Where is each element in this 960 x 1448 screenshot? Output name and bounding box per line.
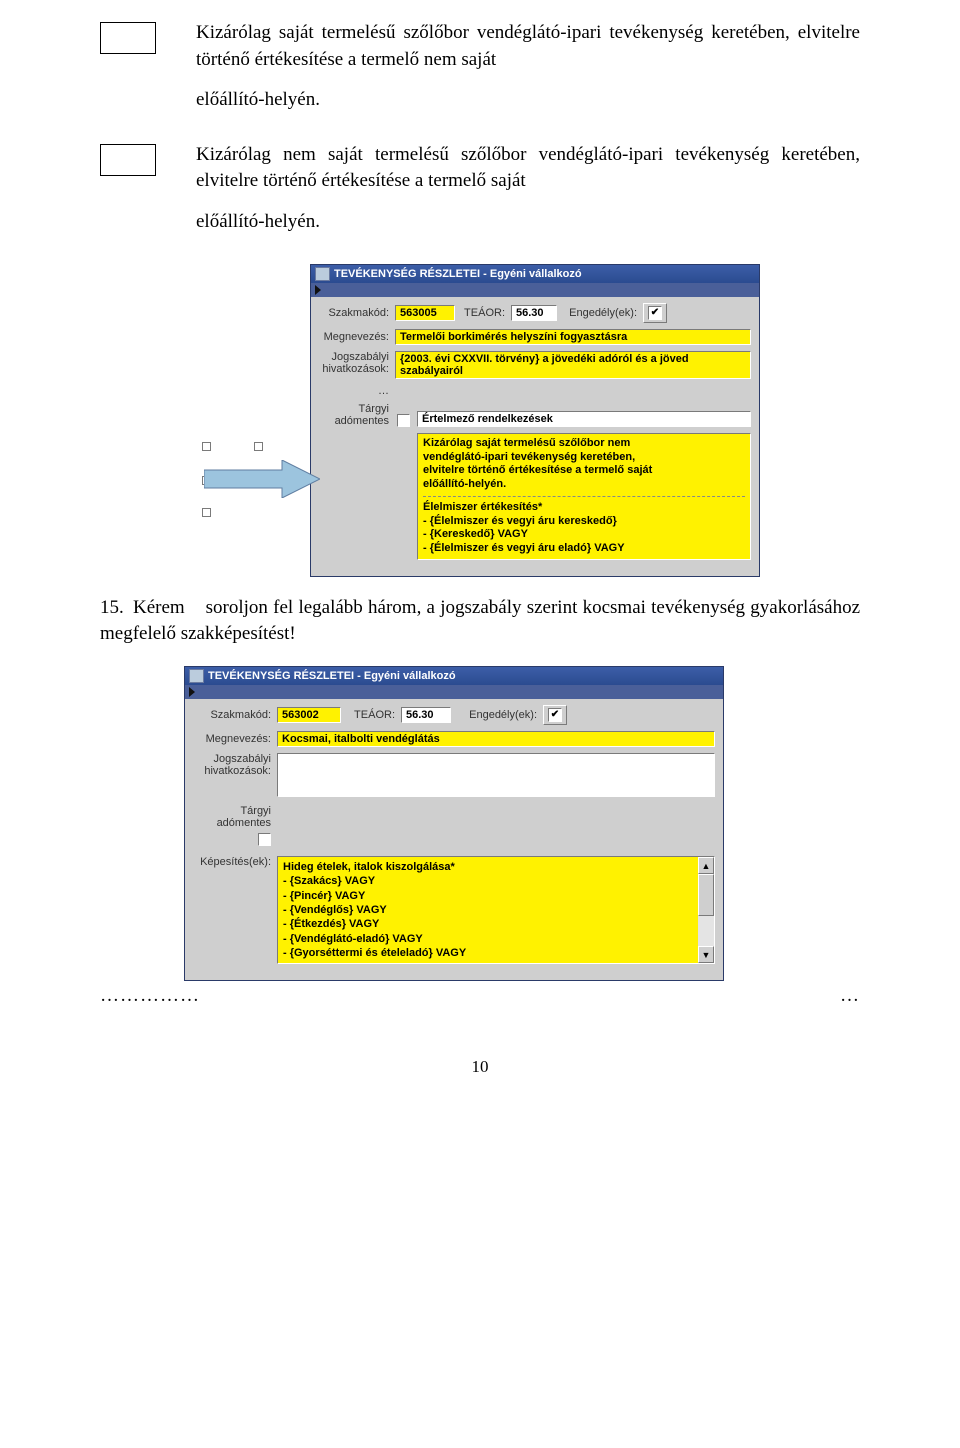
checkbox-engedely-2-mark: ✔ — [548, 708, 562, 722]
label-targyi-1: Tárgyi adómentes — [319, 403, 389, 427]
ex-line-1: Élelmiszer értékesítés* — [423, 501, 745, 515]
arrow-icon — [204, 460, 320, 498]
titlebar-icon — [315, 267, 330, 281]
screenshot-2-window: TEVÉKENYSÉG RÉSZLETEI - Egyéni vállalkoz… — [184, 666, 724, 981]
option-2-line2: előállító-helyén. — [196, 209, 860, 236]
list-item: - {Pincér} VAGY — [283, 889, 693, 903]
nav-arrow-icon — [315, 285, 321, 295]
label-targyi-2: Tárgyi adómentes — [193, 805, 271, 829]
hl-line-3: elvitelre történő értékesítése a termelő… — [423, 464, 745, 478]
titlebar-1-text: TEVÉKENYSÉG RÉSZLETEI - Egyéni vállalkoz… — [334, 268, 582, 280]
label-engedelyek-1: Engedély(ek): — [563, 307, 637, 319]
scroll-down-button[interactable]: ▼ — [698, 946, 714, 963]
hl-line-4: előállító-helyén. — [423, 478, 745, 492]
navstrip-2[interactable] — [185, 685, 723, 699]
field-jogszabaly-2[interactable] — [277, 753, 715, 797]
label-teaor-1: TEÁOR: — [461, 307, 505, 319]
label-kepesitesek: Képesítés(ek): — [193, 856, 271, 868]
label-dots-1: … — [319, 385, 389, 397]
dotted-line: …………… … — [100, 985, 860, 1007]
listbox-kepesitesek[interactable]: Hideg ételek, italok kiszolgálása* - {Sz… — [277, 856, 715, 964]
hl-line-1: Kizárólag saját termelésű szőlőbor nem — [423, 437, 745, 451]
checkbox-engedely-2[interactable]: ✔ — [543, 705, 567, 725]
option-1-line1: Kizárólag saját termelésű szőlőbor vendé… — [196, 20, 860, 73]
ex-line-3: - {Kereskedő} VAGY — [423, 528, 745, 542]
dots-right: … — [840, 985, 860, 1007]
field-szakmakod-2[interactable]: 563002 — [277, 707, 341, 723]
listbox-content: Hideg ételek, italok kiszolgálása* - {Sz… — [277, 856, 698, 964]
page: Kizárólag saját termelésű szőlőbor vendé… — [0, 0, 960, 1448]
list-item: - {Gyorséttermi és ételeladó} VAGY — [283, 946, 693, 960]
page-number: 10 — [100, 1057, 860, 1077]
list-item: - {Étkezdés} VAGY — [283, 917, 693, 931]
option-row-1: Kizárólag saját termelésű szőlőbor vendé… — [100, 20, 860, 128]
list-item: - {Szakács} VAGY — [283, 874, 693, 888]
titlebar-2: TEVÉKENYSÉG RÉSZLETEI - Egyéni vállalkoz… — [185, 667, 723, 685]
scrollbar[interactable]: ▲ ▼ — [698, 856, 715, 964]
question-number: 15. — [100, 597, 124, 618]
option-text-2: Kizárólag nem saját termelésű szőlőbor v… — [196, 142, 860, 250]
titlebar-2-text: TEVÉKENYSÉG RÉSZLETEI - Egyéni vállalkoz… — [208, 670, 456, 682]
arrow-annotation — [200, 264, 310, 577]
label-megnevezes-1: Megnevezés: — [319, 331, 389, 343]
checkbox-engedely-1-mark: ✔ — [648, 306, 662, 320]
question-rest: soroljon fel legalább három, a jogszabál… — [100, 597, 860, 645]
field-megnevezes-1[interactable]: Termelői borkimérés helyszíni fogyasztás… — [395, 329, 751, 345]
nav-arrow-icon-2 — [189, 687, 195, 697]
option-row-2: Kizárólag nem saját termelésű szőlőbor v… — [100, 142, 860, 250]
scroll-thumb[interactable] — [698, 874, 714, 916]
ex-line-4: - {Élelmiszer és vegyi áru eladó} VAGY — [423, 542, 745, 556]
field-jogszabaly-1[interactable]: {2003. évi CXXVII. törvény} a jövedéki a… — [395, 351, 751, 379]
label-engedelyek-2: Engedély(ek): — [457, 709, 537, 721]
titlebar-icon-2 — [189, 669, 204, 683]
scroll-track[interactable] — [698, 874, 714, 946]
hl-line-2: vendéglátó-ipari tevékenység keretében, — [423, 451, 745, 465]
label-szakmakod-1: Szakmakód: — [319, 307, 389, 319]
label-jogszabalyi-1: Jogszabályi hivatkozások: — [319, 351, 389, 375]
form-area-1: Szakmakód: 563005 TEÁOR: 56.30 Engedély(… — [311, 297, 759, 576]
list-item: - {Vendéglátó-eladó} VAGY — [283, 932, 693, 946]
field-szakmakod-1[interactable]: 563005 — [395, 305, 455, 321]
ex-line-2: - {Élelmiszer és vegyi áru kereskedő} — [423, 515, 745, 529]
field-ertelmezo-1: Értelmező rendelkezések — [417, 411, 751, 427]
label-teaor-2: TEÁOR: — [347, 709, 395, 721]
question-lead: Kérem — [133, 597, 185, 618]
checkbox-adomentes-2[interactable] — [258, 833, 271, 846]
label-jogszabalyi-2: Jogszabályi hivatkozások: — [193, 753, 271, 777]
dots-left: …………… — [100, 985, 200, 1007]
field-teaor-1[interactable]: 56.30 — [511, 305, 557, 321]
titlebar-1: TEVÉKENYSÉG RÉSZLETEI - Egyéni vállalkoz… — [311, 265, 759, 283]
navstrip-1[interactable] — [311, 283, 759, 297]
highlighted-textarea-1: Kizárólag saját termelésű szőlőbor nem v… — [417, 433, 751, 560]
screenshot-1-window: TEVÉKENYSÉG RÉSZLETEI - Egyéni vállalkoz… — [310, 264, 760, 577]
scroll-up-button[interactable]: ▲ — [698, 857, 714, 874]
list-item: - {Vendéglős} VAGY — [283, 903, 693, 917]
screenshot-2-container: TEVÉKENYSÉG RÉSZLETEI - Egyéni vállalkoz… — [184, 666, 724, 981]
option-checkbox-2[interactable] — [100, 144, 156, 176]
option-text-1: Kizárólag saját termelésű szőlőbor vendé… — [196, 20, 860, 128]
field-teaor-2[interactable]: 56.30 — [401, 707, 451, 723]
label-megnevezes-2: Megnevezés: — [193, 733, 271, 745]
question-15: 15. Kérem soroljon fel legalább három, a… — [100, 595, 860, 648]
screenshot-1-container: TEVÉKENYSÉG RÉSZLETEI - Egyéni vállalkoz… — [200, 264, 760, 577]
option-2-line1: Kizárólag nem saját termelésű szőlőbor v… — [196, 142, 860, 195]
label-szakmakod-2: Szakmakód: — [193, 709, 271, 721]
checkbox-engedely-1[interactable]: ✔ — [643, 303, 667, 323]
field-megnevezes-2[interactable]: Kocsmai, italbolti vendéglátás — [277, 731, 715, 747]
list-item: Hideg ételek, italok kiszolgálása* — [283, 860, 693, 874]
form-area-2: Szakmakód: 563002 TEÁOR: 56.30 Engedély(… — [185, 699, 723, 980]
option-checkbox-1[interactable] — [100, 22, 156, 54]
option-1-line2: előállító-helyén. — [196, 87, 860, 114]
checkbox-adomentes-1[interactable] — [397, 414, 410, 427]
